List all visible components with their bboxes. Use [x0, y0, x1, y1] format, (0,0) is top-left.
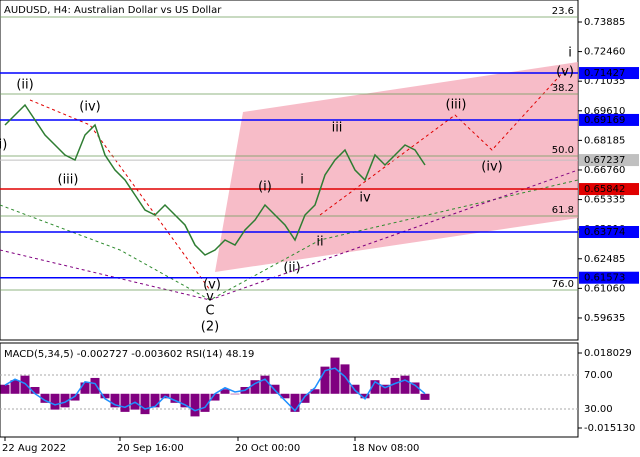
macd-bar — [190, 393, 200, 417]
level-label-box — [579, 154, 639, 167]
macd-bar — [410, 382, 420, 394]
wave-label: v — [206, 290, 214, 305]
macd-bar — [250, 380, 260, 394]
macd-bar — [150, 393, 160, 408]
x-tick-label: 18 Nov 08:00 — [352, 443, 419, 454]
level-label: 0.69169 — [584, 115, 625, 126]
level-label-box — [579, 225, 639, 238]
macd-bar — [360, 393, 370, 399]
macd-bar — [370, 380, 380, 394]
macd-bar — [0, 384, 10, 394]
macd-bar — [200, 393, 210, 412]
price-line — [4, 103, 426, 256]
macd-bar — [210, 393, 220, 401]
wave-label: iii — [332, 121, 343, 136]
macd-bar — [140, 393, 150, 415]
wave-label: (ii) — [283, 261, 300, 276]
wave-label: (iii) — [58, 173, 79, 188]
wave-label: i) — [0, 137, 7, 152]
rsi-tick-label: 30.00 — [584, 404, 613, 415]
x-tick-label: 20 Sep 16:00 — [117, 443, 184, 454]
fib-label: 76.0 — [552, 279, 574, 290]
rsi-line — [4, 367, 426, 412]
macd-bar — [60, 393, 70, 408]
projection-channel — [215, 62, 578, 272]
macd-tick-label: -0.015130 — [584, 423, 635, 434]
level-label-box — [579, 113, 639, 126]
level-label-box — [579, 183, 639, 196]
macd-bar — [110, 393, 120, 408]
wave-label: (2) — [201, 320, 219, 335]
wave-label: (iv) — [481, 160, 502, 175]
macd-bar — [400, 375, 410, 394]
macd-bar — [120, 393, 130, 412]
wave-label: C — [205, 304, 214, 319]
y-tick-label: 0.73885 — [584, 17, 625, 28]
macd-bar — [230, 393, 240, 395]
y-tick-label: 0.66760 — [584, 165, 625, 176]
macd-bar — [420, 393, 430, 400]
wave-label: i — [300, 173, 304, 188]
level-label: 0.71427 — [584, 68, 625, 79]
macd-bar — [390, 377, 400, 394]
y-tick-label: 0.69610 — [584, 106, 625, 117]
y-tick-label: 0.71035 — [584, 76, 625, 87]
level-label: 0.61573 — [584, 273, 625, 284]
x-tick-label: 22 Aug 2022 — [2, 443, 66, 454]
macd-bar — [280, 393, 290, 399]
macd-bar — [260, 375, 270, 394]
macd-bar — [30, 386, 40, 394]
macd-bar — [90, 377, 100, 394]
fib-label: 23.6 — [552, 6, 574, 17]
y-tick-label: 0.68185 — [584, 135, 625, 146]
macd-bar — [180, 393, 190, 408]
macd-bar — [80, 382, 90, 394]
wave-label: ii — [316, 235, 323, 250]
macd-bar — [310, 389, 320, 394]
wave-label: (i) — [258, 180, 272, 195]
wave-label: (v) — [203, 278, 221, 293]
macd-bar — [100, 393, 110, 399]
y-tick-label: 0.62485 — [584, 254, 625, 265]
macd-bar — [170, 393, 180, 403]
trend-line — [0, 179, 579, 301]
macd-bar — [300, 393, 310, 403]
level-label-box — [579, 271, 639, 284]
fib-label: 38.2 — [552, 83, 574, 94]
macd-bar — [340, 364, 350, 394]
macd-tick-label: 0.018029 — [584, 348, 632, 359]
level-label: 0.63774 — [584, 227, 625, 238]
macd-bar — [320, 366, 330, 394]
level-label-box — [579, 67, 639, 80]
macd-bar — [290, 393, 300, 412]
fib-label: 50.0 — [552, 145, 574, 156]
wave-label: (iii) — [446, 97, 467, 112]
chart-title: AUDUSD, H4: Australian Dollar vs US Doll… — [4, 5, 222, 16]
wave-label: (iv) — [79, 100, 100, 115]
y-tick-label: 0.72460 — [584, 47, 625, 58]
y-tick-label: 0.61060 — [584, 283, 625, 294]
trend-line — [0, 169, 579, 301]
wave-label: (ii) — [16, 77, 33, 92]
x-tick-label: 20 Oct 00:00 — [235, 443, 300, 454]
macd-bar — [10, 380, 20, 394]
macd-bar — [50, 393, 60, 410]
macd-bar — [330, 357, 340, 394]
y-tick-label: 0.59635 — [584, 313, 625, 324]
macd-bar — [20, 375, 30, 394]
level-label: 0.67237 — [584, 155, 625, 166]
wave-label: i — [568, 46, 572, 61]
rsi-tick-label: 70.00 — [584, 370, 613, 381]
indicator-title: MACD(5,34,5) -0.002727 -0.003602 RSI(14)… — [4, 349, 254, 360]
wave-label: iv — [359, 190, 371, 205]
macd-bar — [380, 384, 390, 394]
wave-line — [319, 69, 566, 216]
level-label: 0.65842 — [584, 184, 625, 195]
fib-label: 61.8 — [552, 205, 574, 216]
macd-bar — [220, 389, 230, 394]
wave-label: (v) — [556, 64, 574, 79]
y-tick-label: 0.65335 — [584, 195, 625, 206]
macd-bar — [40, 393, 50, 403]
